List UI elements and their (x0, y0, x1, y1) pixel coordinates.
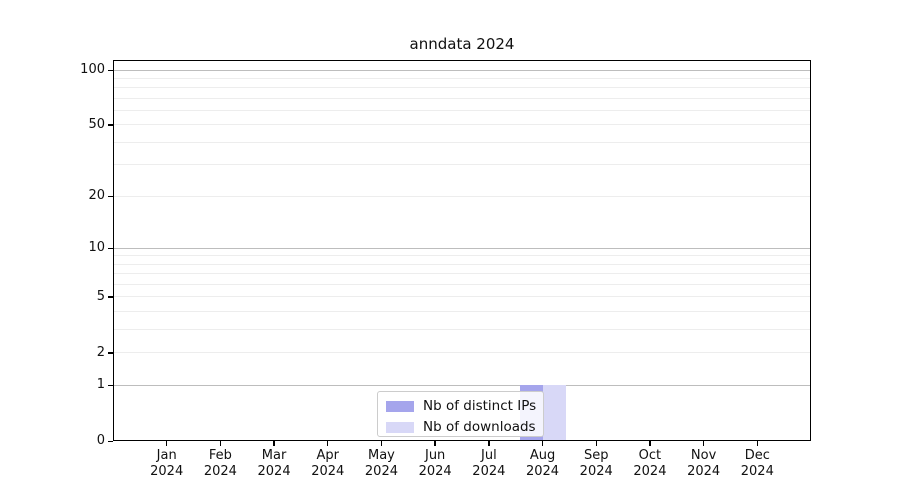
x-tick-label: Dec 2024 (725, 448, 789, 480)
x-tick-month: Oct (638, 448, 662, 463)
x-tick-label: Jul 2024 (457, 448, 521, 480)
chart-title: anndata 2024 (409, 35, 515, 53)
minor-gridline (113, 284, 811, 286)
legend-label-downloads: Nb of downloads (423, 419, 536, 435)
x-tick-month: Jul (481, 448, 497, 463)
minor-gridline (113, 329, 811, 331)
minor-gridline (113, 164, 811, 166)
x-tick-year: 2024 (633, 464, 667, 479)
x-tick-mark (327, 441, 329, 446)
x-tick-label: Jan 2024 (135, 448, 199, 480)
x-tick-mark (541, 441, 544, 446)
bar-downloads (542, 385, 566, 441)
x-tick-label: Mar 2024 (242, 448, 306, 480)
major-gridline (113, 247, 811, 249)
y-tick-mark (108, 296, 113, 298)
legend: Nb of distinct IPs Nb of downloads (377, 391, 544, 437)
x-tick-year: 2024 (418, 464, 452, 479)
y-tick-label: 2 (96, 344, 105, 360)
y-tick-mark (108, 384, 113, 387)
x-tick-month: Jun (424, 448, 446, 463)
legend-swatch-downloads (386, 421, 414, 433)
x-tick-mark (165, 441, 168, 446)
tick-gridline (113, 352, 811, 354)
x-tick-month: May (368, 448, 395, 463)
y-tick-label: 1 (96, 377, 105, 393)
x-tick-mark (434, 441, 436, 446)
x-tick-year: 2024 (472, 464, 506, 479)
x-tick-label: Apr 2024 (296, 448, 360, 480)
y-tick-label: 50 (88, 116, 105, 132)
y-tick-mark (108, 195, 113, 198)
legend-swatch-distinct-ips (386, 400, 414, 412)
minor-gridline (113, 97, 811, 99)
x-tick-mark (219, 441, 222, 446)
x-tick-month: Feb (208, 448, 232, 463)
tick-gridline (113, 296, 811, 298)
x-tick-year: 2024 (150, 464, 184, 479)
y-tick-label: 0 (96, 433, 105, 448)
x-tick-year: 2024 (687, 464, 721, 479)
x-tick-label: Jun 2024 (403, 448, 467, 480)
x-tick-year: 2024 (364, 464, 398, 479)
minor-gridline (113, 263, 811, 265)
x-tick-month: Mar (261, 448, 287, 463)
minor-gridline (113, 273, 811, 275)
legend-item-distinct-ips: Nb of distinct IPs (386, 397, 543, 415)
minor-gridline (113, 77, 811, 79)
x-tick-year: 2024 (257, 464, 291, 479)
y-tick-label: 20 (88, 188, 105, 204)
x-tick-year: 2024 (203, 464, 237, 479)
tick-gridline (113, 195, 811, 197)
x-tick-label: Nov 2024 (672, 448, 736, 480)
x-tick-mark (756, 441, 758, 446)
plot-frame (113, 60, 811, 441)
minor-gridline (113, 141, 811, 143)
x-tick-month: Aug (529, 448, 556, 463)
x-tick-month: Dec (744, 448, 770, 463)
x-tick-label: May 2024 (349, 448, 413, 480)
minor-gridline (113, 110, 811, 112)
x-tick-label: Sep 2024 (564, 448, 628, 480)
y-tick-label: 5 (96, 288, 105, 304)
x-tick-label: Feb 2024 (188, 448, 252, 480)
x-tick-label: Oct 2024 (618, 448, 682, 480)
major-gridline (113, 384, 811, 386)
x-tick-year: 2024 (525, 464, 560, 479)
x-tick-year: 2024 (740, 464, 774, 479)
x-tick-month: Sep (583, 448, 609, 463)
legend-label-distinct-ips: Nb of distinct IPs (423, 398, 537, 414)
x-tick-mark (273, 441, 275, 446)
x-tick-year: 2024 (579, 464, 613, 479)
x-tick-mark (649, 441, 651, 446)
legend-item-downloads: Nb of downloads (386, 418, 543, 436)
minor-gridline (113, 87, 811, 89)
y-tick-mark (108, 247, 113, 250)
x-tick-mark (380, 441, 383, 446)
x-tick-year: 2024 (311, 464, 345, 479)
major-gridline (113, 69, 811, 71)
x-tick-mark (702, 441, 705, 446)
minor-gridline (113, 311, 811, 313)
y-tick-mark (108, 124, 113, 126)
y-tick-label: 100 (80, 62, 105, 77)
x-tick-mark (595, 441, 597, 446)
x-tick-label: Aug 2024 (511, 448, 575, 480)
minor-gridline (113, 255, 811, 257)
y-tick-label: 10 (88, 240, 105, 256)
x-tick-month: Nov (690, 448, 717, 463)
x-tick-month: Jan (156, 448, 177, 463)
x-tick-month: Apr (316, 448, 340, 463)
y-tick-mark (108, 352, 113, 354)
y-tick-mark (108, 440, 113, 442)
tick-gridline (113, 124, 811, 126)
x-tick-mark (488, 441, 490, 446)
y-tick-mark (108, 69, 113, 71)
